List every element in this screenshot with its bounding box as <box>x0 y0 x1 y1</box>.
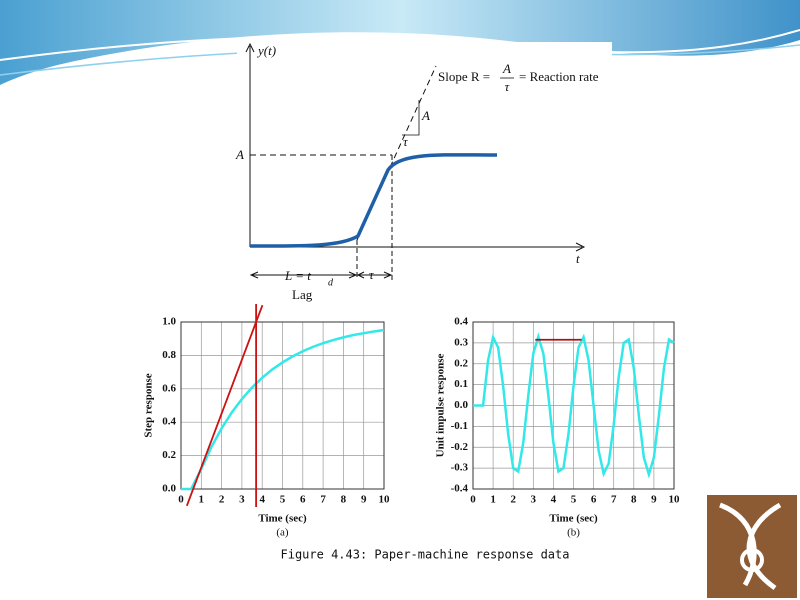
y-tick-label: 0.0 <box>454 399 468 411</box>
reference-line <box>185 304 264 507</box>
y-tick-label: 0.4 <box>454 316 468 328</box>
x-axis-label: Time (sec) <box>258 513 307 525</box>
data-line <box>473 332 675 479</box>
lag: Lag <box>292 287 313 302</box>
y-tick-label: -0.2 <box>451 441 469 453</box>
x-tick-label: 3 <box>239 494 245 506</box>
x-tick-label: 2 <box>219 494 225 506</box>
t-label: t <box>576 251 580 266</box>
panel-label: (a) <box>276 527 289 539</box>
y-tick-label: 0.2 <box>454 357 468 369</box>
slope-num: A <box>502 61 511 76</box>
y-tick-label: 0.3 <box>454 336 468 348</box>
x-tick-label: 7 <box>611 494 617 506</box>
x-tick-label: 8 <box>631 494 637 506</box>
x-tick-label: 5 <box>571 494 577 506</box>
x-tick-label: 9 <box>651 494 657 506</box>
y-tick-label: 0.8 <box>162 349 176 361</box>
x-tick-label: 1 <box>199 494 205 506</box>
triangle-a: A <box>421 108 430 123</box>
slope-den: τ <box>505 79 511 94</box>
diagram <box>245 42 586 280</box>
x-tick-label: 8 <box>341 494 347 506</box>
y-label: y(t) <box>256 43 276 58</box>
caption: Figure 4.43: Paper-machine response data <box>281 548 570 562</box>
lag-eq: L = t <box>284 268 311 283</box>
x-tick-label: 4 <box>551 494 557 506</box>
x-tick-label: 7 <box>320 494 326 506</box>
data-line <box>181 328 385 491</box>
tau: τ <box>369 267 375 282</box>
panel-label: (b) <box>567 527 580 539</box>
x-tick-label: 10 <box>379 494 391 506</box>
slope-text: Slope R = <box>438 69 490 84</box>
x-axis-label: Time (sec) <box>549 513 598 525</box>
y-tick-label: 0.2 <box>162 449 176 461</box>
x-tick-label: 3 <box>531 494 537 506</box>
diagram-panel <box>237 42 612 300</box>
logo <box>707 495 797 598</box>
y-tick-label: -0.1 <box>451 420 468 432</box>
slope-rest: = Reaction rate <box>519 69 599 84</box>
y-tick-label: -0.3 <box>451 462 469 474</box>
triangle-tau: τ <box>403 134 409 149</box>
a-label: A <box>235 147 244 162</box>
x-tick-label: 6 <box>300 494 306 506</box>
x-tick-label: 0 <box>178 494 184 506</box>
y-tick-label: -0.4 <box>451 483 469 495</box>
x-tick-label: 4 <box>259 494 265 506</box>
x-tick-label: 5 <box>280 494 286 506</box>
x-tick-label: 2 <box>510 494 516 506</box>
y-tick-label: 0.0 <box>162 483 176 495</box>
y-axis-label: Step response <box>143 373 155 437</box>
x-tick-label: 0 <box>470 494 476 506</box>
y-tick-label: 0.4 <box>162 416 176 428</box>
y-tick-label: 0.6 <box>162 382 176 394</box>
y-tick-label: 1.0 <box>162 316 176 328</box>
y-tick-label: 0.1 <box>454 378 468 390</box>
x-tick-label: 1 <box>490 494 496 506</box>
lag-sub: d <box>328 277 334 288</box>
x-tick-label: 9 <box>361 494 367 506</box>
x-tick-label: 10 <box>669 494 681 506</box>
y-axis-label: Unit impulse response <box>435 354 447 458</box>
plot-frame <box>180 321 385 490</box>
x-tick-label: 6 <box>591 494 597 506</box>
